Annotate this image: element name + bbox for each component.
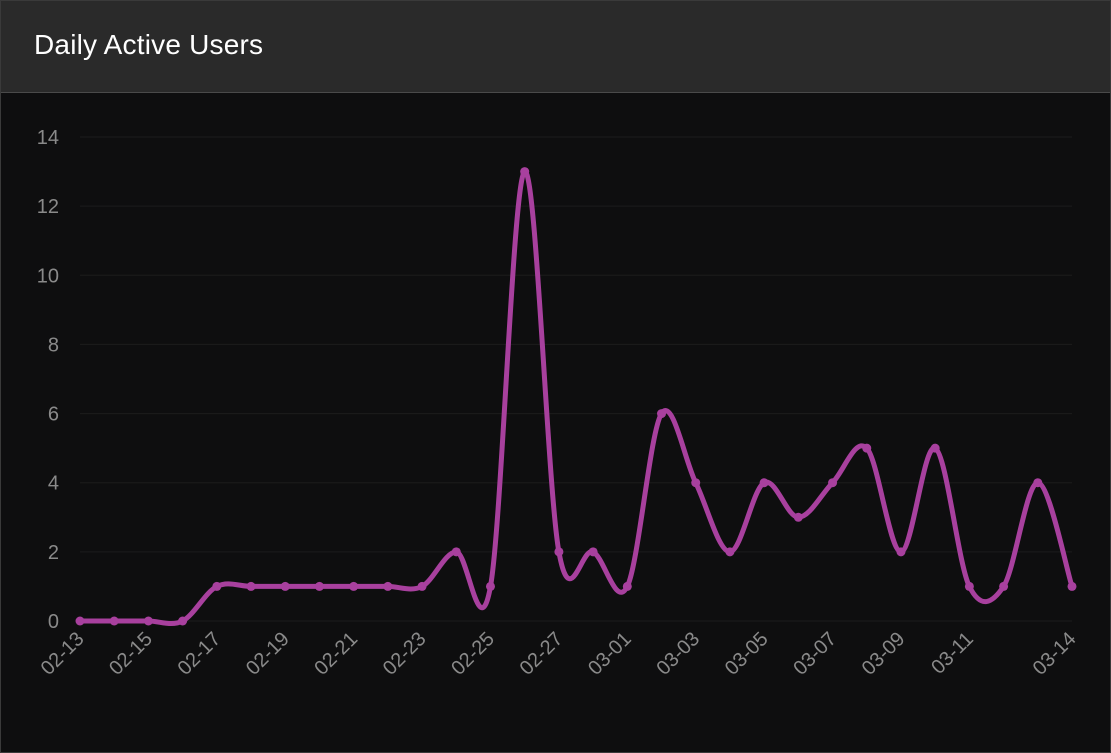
data-point[interactable] [246,581,256,591]
data-point[interactable] [759,478,769,488]
y-tick-label: 2 [48,542,59,564]
data-point[interactable] [725,547,735,557]
x-tick-label: 03-11 [927,628,978,679]
data-point[interactable] [793,512,803,522]
y-tick-label: 12 [37,196,59,218]
x-tick-label: 02-15 [105,628,157,680]
x-tick-label: 02-27 [516,628,568,680]
x-tick-label: 03-07 [789,628,841,680]
x-tick-label: 02-21 [310,628,362,680]
data-point[interactable] [314,581,324,591]
data-point[interactable] [1067,581,1077,591]
grid-layer [80,136,1072,622]
data-point[interactable] [383,581,393,591]
data-point[interactable] [143,616,153,626]
data-point[interactable] [930,443,940,453]
panel-title: Daily Active Users [34,29,264,60]
data-point[interactable] [999,581,1009,591]
x-tick-label: 02-25 [447,628,499,680]
series-layer [77,169,1075,627]
data-point[interactable] [554,547,564,557]
data-point[interactable] [520,167,530,177]
data-point[interactable] [451,547,461,557]
data-point[interactable] [896,547,906,557]
panel-header: Daily Active Users [1,1,1110,93]
data-point[interactable] [622,581,632,591]
x-tick-label: 03-03 [652,628,704,680]
data-point[interactable] [280,581,290,591]
data-point[interactable] [657,409,667,419]
data-point[interactable] [828,478,838,488]
x-tick-label: 02-13 [37,628,89,680]
data-point[interactable] [1033,478,1043,488]
points-layer [75,167,1077,626]
y-tick-label: 0 [48,611,59,633]
data-point[interactable] [964,581,974,591]
data-point[interactable] [691,478,701,488]
data-point[interactable] [109,616,119,626]
data-point[interactable] [178,616,188,626]
series-line[interactable] [77,169,1075,627]
data-point[interactable] [485,581,495,591]
x-tick-label: 03-14 [1029,628,1081,680]
x-axis: 02-13 02-15 02-17 02-19 02-21 02-23 02-25 02-27… [37,628,1081,680]
x-tick-label: 02-17 [174,628,226,680]
data-point[interactable] [75,616,85,626]
data-point[interactable] [349,581,359,591]
y-tick-label: 4 [48,473,59,495]
x-tick-label: 03-09 [858,628,910,680]
y-axis: 0 2 4 6 8 10 12 14 [37,127,59,633]
y-tick-label: 14 [37,127,59,149]
data-point[interactable] [417,581,427,591]
data-point[interactable] [862,443,872,453]
x-tick-label: 03-01 [584,628,636,680]
data-point[interactable] [588,547,598,557]
y-tick-label: 6 [48,404,59,426]
x-tick-label: 03-05 [721,628,773,680]
x-tick-label: 02-23 [379,628,431,680]
y-tick-label: 8 [48,334,59,356]
x-tick-label: 02-19 [242,628,294,680]
data-point[interactable] [212,581,222,591]
y-tick-label: 10 [37,265,59,287]
